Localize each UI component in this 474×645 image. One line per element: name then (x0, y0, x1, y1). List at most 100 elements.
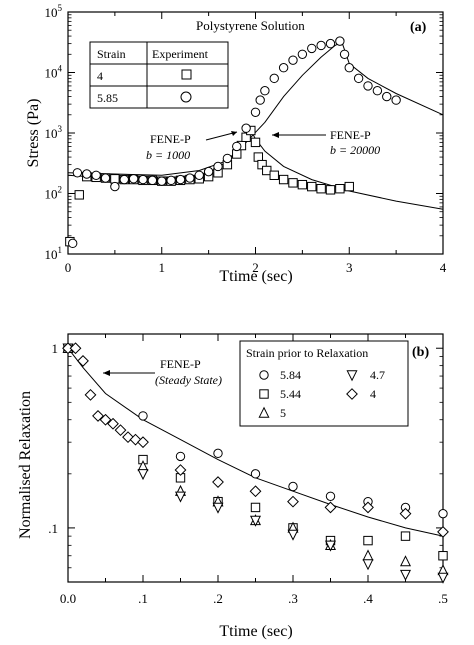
b-triangle-down-point (212, 502, 224, 514)
a-circle-point (166, 175, 176, 186)
panel-a-anno-1-line2: b = 1000 (146, 148, 190, 162)
a-circle-point (110, 181, 120, 192)
panel-a-annotation-b1000: FENE-P b = 1000 (146, 131, 238, 162)
panel-a-anno-1-line1: FENE-P (150, 132, 191, 146)
b-legend-triangle-down-marker (346, 370, 358, 382)
panel-b-legend-frame (239, 340, 409, 427)
a-circle-point (241, 123, 251, 133)
panel-b-tag: (b) (412, 345, 429, 360)
b-circle-point (438, 508, 448, 519)
a-circle-point (138, 174, 148, 185)
panel-b-legend-label-5: 5 (280, 406, 286, 420)
b-triangle-down-point (324, 540, 337, 552)
a-circle-point (297, 49, 308, 59)
a-circle-point (72, 168, 83, 178)
panel-a-tag: (a) (410, 20, 427, 35)
a-circle-point (128, 174, 139, 184)
b-legend-circle-marker (259, 370, 269, 380)
panel-b-y-tick-labels: 1.1 (48, 341, 58, 536)
a-circle-point (175, 174, 186, 185)
panel-b-legend-markers (258, 370, 358, 418)
b-y-tick-label: 1 (52, 341, 59, 356)
a-y-tick-label: 104 (45, 64, 63, 81)
b-triangle-down-point (399, 569, 412, 581)
a-square-point (110, 174, 120, 184)
panel-b-legend-label-3: 5.44 (280, 387, 301, 401)
panel-a-y-axis-label: Stress (Pa) (25, 99, 42, 168)
a-circle-point (325, 38, 336, 49)
b-triangle-down-point (249, 515, 262, 527)
b-legend-square-marker (259, 389, 269, 399)
b-diamond-point (399, 507, 412, 520)
a-square-point (74, 190, 84, 200)
a-circle-point (185, 173, 195, 183)
a-circle-point (119, 174, 129, 185)
b-diamond-point (114, 424, 127, 437)
b-circle-point (175, 451, 186, 462)
a-circle-point (67, 238, 78, 249)
b-triangle-down-point (287, 529, 299, 541)
b-circle-point (250, 469, 261, 479)
a-circle-point (222, 153, 233, 164)
b-diamond-point (137, 436, 149, 449)
panel-b-legend-label-1: 5.84 (280, 368, 301, 382)
b-diamond-point (84, 388, 97, 401)
b-triangle-down-point (437, 572, 449, 584)
a-circle-point (391, 95, 401, 105)
panel-b-x-axis-label: Ttime (sec) (219, 623, 292, 640)
panel-a-anno-2-line1: FENE-P (330, 128, 371, 142)
a-y-tick-label: 103 (45, 124, 63, 141)
b-square-point (363, 535, 373, 546)
panel-a-annotation-b20000: FENE-P b = 20000 (272, 128, 380, 157)
a-circle-point (82, 169, 92, 179)
a-circle-point (382, 91, 392, 102)
a-square-point (297, 179, 308, 190)
b-triangle-down-point (137, 469, 149, 481)
panel-a-legend-strain-2: 5.85 (97, 91, 118, 105)
a-circle-point (91, 170, 101, 180)
b-circle-point (138, 411, 148, 421)
a-circle-point (194, 170, 204, 180)
b-diamond-point (287, 495, 299, 508)
panel-b-data-points (62, 341, 449, 584)
panel-b-annotation-steady-state: FENE-P (Steady State) (103, 357, 222, 387)
a-circle-point (278, 63, 289, 73)
panel-a-anno-2-line2: b = 20000 (330, 143, 380, 157)
a-circle-point (157, 176, 167, 186)
panel-a-legend-strain-1: 4 (97, 69, 103, 83)
b-square-point (400, 531, 411, 541)
a-circle-point (260, 86, 270, 96)
b-diamond-point (324, 501, 337, 514)
panel-a-anno-1-arrow (205, 131, 238, 141)
panel-b-model-curve (67, 347, 444, 537)
panel-a-x-axis-label: Ttime (sec) (219, 268, 292, 285)
panel-b-legend: Strain prior to Relaxation 5.84 4.7 5.44… (239, 340, 409, 427)
b-x-tick-label: .2 (213, 591, 223, 606)
a-circle-point (335, 36, 345, 46)
a-circle-point (316, 40, 326, 51)
a-square-point (344, 181, 354, 192)
a-y-tick-label: 102 (45, 185, 63, 202)
panel-b-x-tick-labels: 0.0 .1 .2 .3 .4 .5 (60, 591, 448, 606)
b-circle-point (213, 448, 223, 459)
b-triangle-up-point (362, 549, 374, 561)
a-circle-point (372, 86, 383, 96)
b-triangle-down-point (362, 559, 374, 571)
panel-a-chart: 0 1 2 3 4 105 104 103 102 101 Ttime (sec) Stress… (25, 3, 447, 285)
a-circle-point (203, 166, 214, 177)
a-x-tick-label: 0 (65, 260, 72, 275)
a-circle-point (269, 73, 279, 84)
a-circle-point (255, 95, 265, 105)
panel-a-anno-2-arrowhead (272, 132, 279, 138)
b-legend-triangle-up-marker (258, 406, 270, 418)
panel-b-legend-label-4: 4 (370, 387, 376, 401)
b-circle-point (288, 481, 298, 492)
a-circle-point (307, 43, 317, 54)
a-circle-point (339, 49, 350, 59)
b-diamond-point (437, 526, 449, 538)
a-circle-point (147, 175, 158, 186)
b-diamond-point (99, 413, 112, 426)
b-diamond-point (174, 464, 187, 476)
b-square-point (250, 502, 261, 513)
